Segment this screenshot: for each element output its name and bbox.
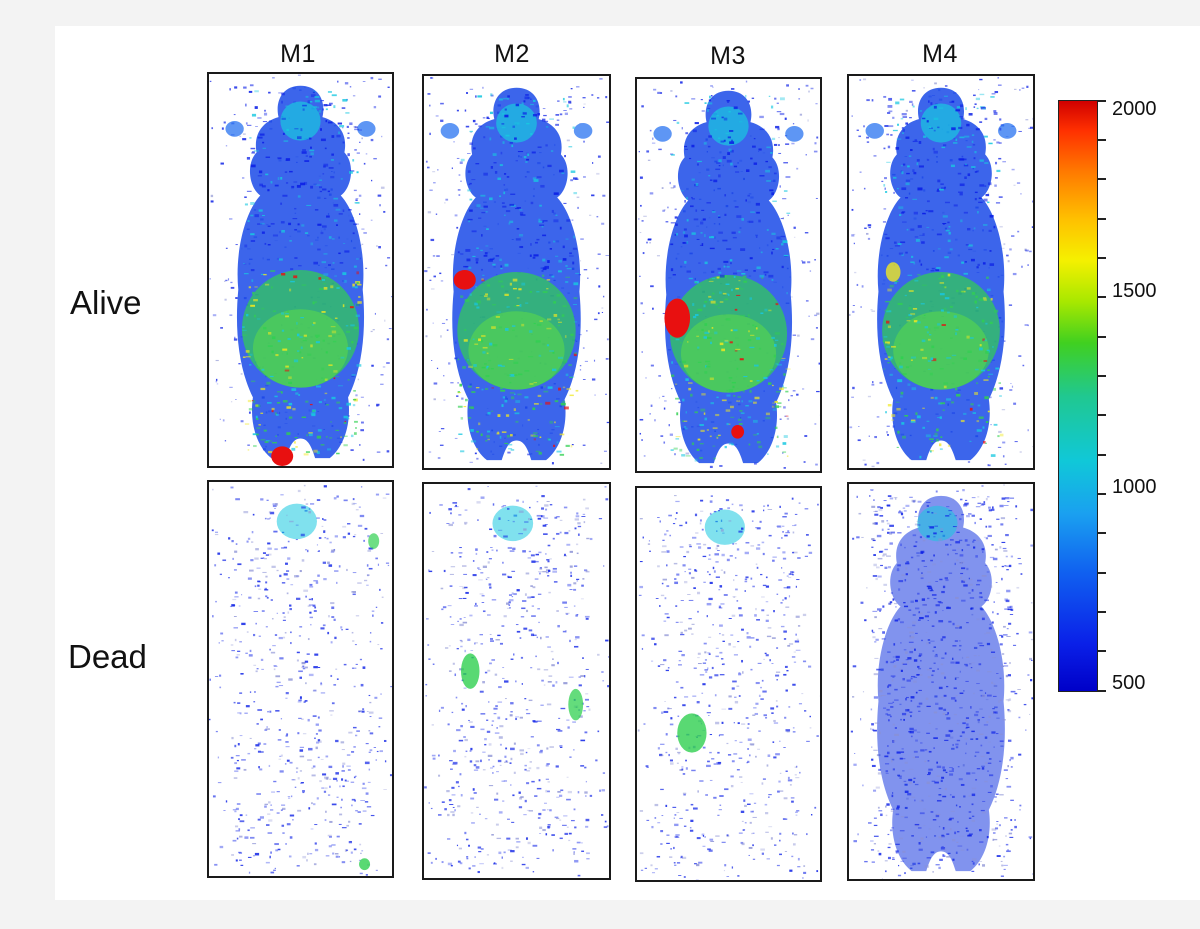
colorbar-tick xyxy=(1098,532,1106,534)
colorbar-tick xyxy=(1098,572,1106,574)
colorbar-tick xyxy=(1098,611,1106,613)
panel-dead-m4 xyxy=(847,482,1035,881)
colorbar-tick xyxy=(1098,100,1106,102)
colorbar-label-1000: 1000 xyxy=(1112,476,1157,498)
colorbar-tick xyxy=(1098,257,1106,259)
panel-alive-m2 xyxy=(422,74,611,470)
colorbar-label-2000: 2000 xyxy=(1112,98,1157,120)
colorbar xyxy=(1058,100,1098,692)
column-label-m2: M2 xyxy=(494,40,530,68)
bioluminescence-image xyxy=(209,74,392,466)
colorbar-tick xyxy=(1098,296,1106,298)
bioluminescence-image xyxy=(209,484,392,876)
bioluminescence-image xyxy=(849,77,1033,468)
colorbar-tick xyxy=(1098,218,1106,220)
colorbar-tick xyxy=(1098,690,1106,692)
colorbar-tick xyxy=(1098,139,1106,141)
column-label-m4: M4 xyxy=(922,40,958,68)
panel-alive-m1 xyxy=(207,72,394,468)
colorbar-tick xyxy=(1098,454,1106,456)
panel-alive-m4 xyxy=(847,74,1035,470)
panel-dead-m2 xyxy=(422,482,611,880)
column-label-m3: M3 xyxy=(710,42,746,70)
colorbar-tick xyxy=(1098,336,1106,338)
row-label-alive: Alive xyxy=(70,284,142,321)
colorbar-tick xyxy=(1098,178,1106,180)
colorbar-label-500: 500 xyxy=(1112,672,1146,694)
bioluminescence-image xyxy=(638,80,820,469)
colorbar-label-1500: 1500 xyxy=(1112,280,1157,302)
bioluminescence-image xyxy=(850,484,1033,879)
row-label-dead: Dead xyxy=(68,638,147,675)
bioluminescence-image xyxy=(424,77,609,465)
bioluminescence-image xyxy=(637,495,820,880)
colorbar-tick xyxy=(1098,650,1106,652)
colorbar-tick xyxy=(1098,414,1106,416)
colorbar-tick xyxy=(1098,375,1106,377)
panel-dead-m3 xyxy=(635,486,822,882)
column-label-m1: M1 xyxy=(280,40,316,68)
panel-dead-m1 xyxy=(207,480,394,878)
panel-alive-m3 xyxy=(635,77,822,473)
colorbar-tick xyxy=(1098,493,1106,495)
bioluminescence-image xyxy=(424,485,609,877)
